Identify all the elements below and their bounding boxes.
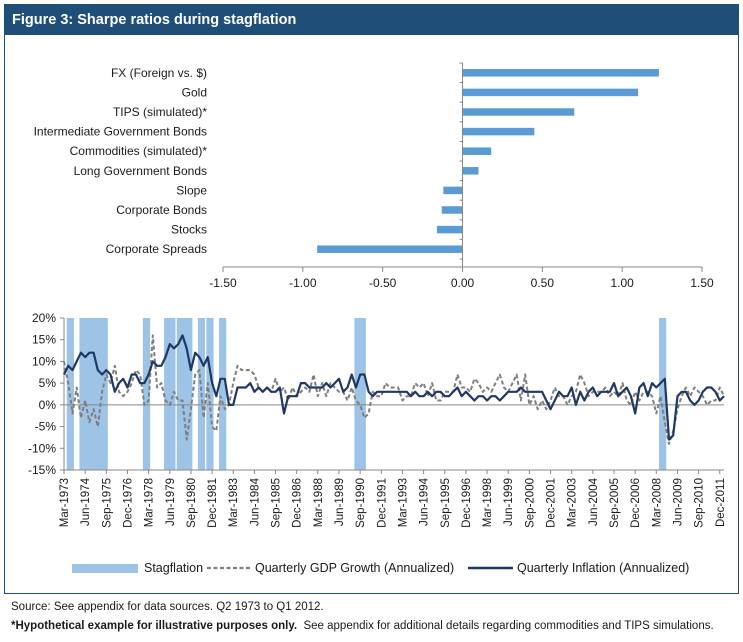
bar-1: [462, 88, 639, 97]
line-x-tick-label: Dec-1986: [292, 478, 304, 528]
stagflation-band-1: [79, 318, 108, 470]
bar-x-tick-label: 1.00: [610, 276, 634, 290]
bar-x-tick-label: -1.00: [289, 276, 317, 290]
bar-category-label: TIPS (simulated)*: [113, 105, 207, 119]
line-y-tick-label: -10%: [28, 441, 56, 455]
line-x-tick-label: Jun-1974: [80, 477, 92, 526]
bar-2: [462, 108, 575, 116]
line-x-tick-label: Dec-1996: [461, 478, 473, 528]
bar-category-label: Gold: [182, 85, 207, 99]
line-x-tick-label: Sep-2000: [524, 478, 536, 528]
line-y-tick-label: 20%: [32, 311, 56, 325]
bar-3: [462, 127, 535, 136]
bar-0: [462, 69, 659, 77]
disclaimer-rest: See appendix for additional details rega…: [303, 620, 714, 632]
bar-category-label: Corporate Bonds: [116, 203, 207, 217]
line-x-tick-label: Sep-1975: [101, 478, 113, 528]
line-x-tick-label: Sep-1985: [271, 478, 283, 528]
line-x-tick-label: Sep-1995: [440, 478, 452, 528]
line-y-tick-label: 15%: [32, 333, 56, 347]
line-x-tick-label: Jun-2009: [672, 478, 684, 526]
line-x-tick-label: Sep-1990: [355, 478, 367, 528]
chart-canvas: FX (Foreign vs. $) Gold TIPS (simulated)* I…: [28, 62, 727, 575]
bar-6: [443, 186, 463, 195]
bar-x-tick-label: -0.50: [369, 276, 397, 290]
line-y-tick-label: 10%: [32, 354, 56, 368]
bar-8: [436, 225, 463, 234]
stagflation-band-9: [659, 318, 667, 470]
bar-category-label: Stocks: [171, 223, 207, 237]
line-x-tick-label: Jun-1984: [249, 477, 261, 526]
bar-x-tick-label: 1.50: [690, 276, 714, 290]
bar-category-label: Slope: [176, 183, 207, 197]
line-x-tick-label: Mar-1978: [144, 478, 156, 527]
line-x-tick-label: Jun-1989: [334, 478, 346, 526]
line-x-tick-label: Sep-2010: [694, 478, 706, 528]
figure-frame: Figure 3: Sharpe ratios during stagflati…: [4, 4, 739, 594]
figure-title: Figure 3: Sharpe ratios during stagflati…: [5, 5, 738, 35]
line-x-tick-label: Jun-1994: [419, 477, 431, 526]
bar-x-tick-label: 0.50: [531, 276, 555, 290]
gdp-growth-line: [63, 334, 725, 445]
legend-gdp-label: Quarterly GDP Growth (Annualized): [255, 561, 454, 575]
disclaimer-note: *Hypothetical example for illustrative p…: [11, 620, 714, 632]
source-note: Source: See appendix for data sources. Q…: [11, 601, 324, 613]
line-x-tick-label: Dec-1981: [207, 478, 219, 528]
line-x-tick-label: Jun-2004: [588, 477, 600, 526]
line-x-tick-label: Dec-2006: [630, 478, 642, 528]
stagflation-band-8: [354, 318, 366, 470]
line-x-tick-label: Mar-1998: [482, 478, 494, 527]
stagflation-band-6: [206, 318, 214, 470]
line-x-tick-label: Sep-2005: [609, 478, 621, 528]
legend-inflation-label: Quarterly Inflation (Annualized): [517, 561, 689, 575]
inflation-line: [63, 334, 725, 441]
legend-stagflation-swatch: [72, 564, 138, 573]
bar-category-label: Corporate Spreads: [106, 242, 207, 256]
bar-category-label: Commodities (simulated)*: [70, 144, 208, 158]
line-x-tick-label: Sep-1980: [186, 478, 198, 528]
stagflation-band-3: [164, 318, 176, 470]
bar-category-label: Intermediate Government Bonds: [34, 125, 207, 139]
line-x-tick-label: Mar-2003: [567, 478, 579, 527]
bar-7: [441, 206, 463, 214]
disclaimer-bold: *Hypothetical example for illustrative p…: [11, 620, 298, 632]
bar-category-label: Long Government Bonds: [74, 164, 207, 178]
bar-5: [462, 167, 479, 175]
line-x-tick-label: Mar-2008: [651, 478, 663, 527]
bar-9: [317, 245, 463, 253]
line-x-tick-label: Jun-1979: [165, 478, 177, 526]
line-y-tick-label: 5%: [39, 376, 57, 390]
bar-category-label: FX (Foreign vs. $): [111, 66, 207, 80]
line-x-tick-label: Dec-2011: [715, 478, 727, 527]
bar-x-tick-label: -1.50: [209, 276, 237, 290]
line-y-tick-label: 0%: [39, 398, 57, 412]
line-x-tick-label: Mar-1973: [59, 478, 71, 527]
line-x-tick-label: Dec-1991: [376, 478, 388, 528]
line-x-tick-label: Dec-1976: [122, 478, 134, 528]
line-x-tick-label: Dec-2001: [546, 478, 558, 528]
bar-x-tick-label: 0.00: [451, 276, 475, 290]
line-x-tick-label: Mar-1988: [313, 478, 325, 527]
line-y-tick-label: -5%: [35, 420, 57, 434]
stagflation-band-2: [142, 318, 151, 470]
line-x-tick-label: Mar-1983: [228, 478, 240, 527]
line-x-tick-label: Mar-1993: [397, 478, 409, 527]
line-y-tick-label: -15%: [28, 463, 56, 477]
legend-stagflation-label: Stagflation: [144, 561, 203, 575]
bar-4: [462, 147, 492, 155]
stagflation-band-7: [219, 318, 227, 470]
line-x-tick-label: Jun-1999: [503, 478, 515, 526]
